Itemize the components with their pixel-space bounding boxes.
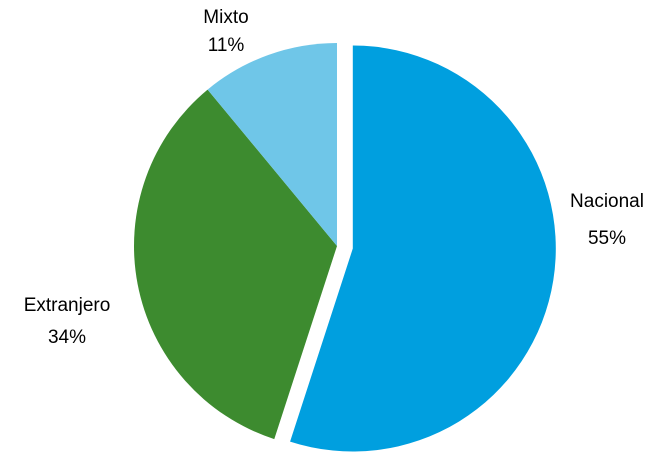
pie-slices	[134, 43, 556, 452]
slice-value-nacional: 55%	[588, 228, 626, 249]
slice-value-extranjero: 34%	[48, 327, 86, 348]
slice-label-nacional: Nacional	[570, 191, 644, 212]
pie-slice-extranjero	[134, 89, 337, 440]
pie-slice-mixto	[207, 43, 337, 246]
slice-label-extranjero: Extranjero	[24, 295, 111, 316]
slice-value-mixto: 11%	[208, 35, 245, 56]
pie-slice-nacional	[290, 45, 556, 452]
slice-label-mixto: Mixto	[203, 7, 248, 28]
pie-labels: Nacional 55% Extranjero 34% Mixto 11%	[24, 7, 644, 348]
